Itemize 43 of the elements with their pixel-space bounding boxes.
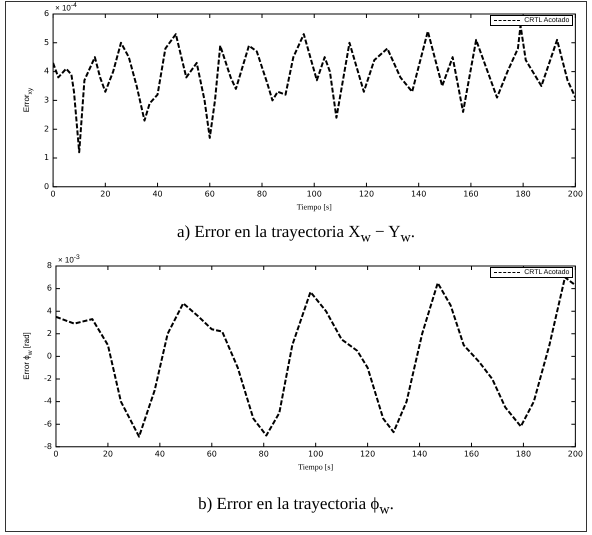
x-tick-label: 160 [464, 450, 480, 459]
x-tick-label: 160 [463, 190, 479, 199]
y-tick-label: -8 [44, 442, 52, 451]
x-tick-label: 200 [568, 450, 584, 459]
x-tick-label: 60 [204, 190, 215, 199]
x-tick-label: 0 [53, 450, 59, 459]
x-axis-title: Tiempo [s] [298, 462, 334, 472]
y-tick-label: 4 [44, 66, 50, 76]
x-tick-label: 100 [308, 450, 324, 459]
x-tick-label: 20 [102, 450, 114, 459]
x-tick-label: 120 [358, 190, 374, 199]
x-tick-label: 80 [256, 190, 268, 199]
x-tick-label: 120 [360, 450, 376, 459]
y-tick-label: 2 [44, 124, 50, 134]
x-tick-label: 40 [152, 190, 163, 199]
y-tick-label: 6 [46, 284, 52, 293]
x-tick-label: 140 [412, 450, 428, 459]
x-tick-label: 80 [258, 450, 269, 459]
x-tick-label: 20 [100, 190, 110, 199]
text: × 10$^{-3}$ [58, 254, 80, 265]
text: a) Error en la trayectoria X$_{w}$ − Y$_{w}$. [176, 222, 416, 246]
x-tick-label: 180 [515, 190, 531, 199]
y-tick-label: 1 [44, 153, 50, 162]
x-tick-label: 60 [206, 450, 217, 459]
text: × 10$^{-4}$ [55, 2, 77, 13]
y-tick-label: 5 [44, 38, 50, 47]
y-tick-label: 3 [44, 95, 50, 104]
y-tick-label: -6 [44, 419, 52, 428]
x-axis-title: Tiempo [s] [296, 202, 332, 212]
y-tick-label: -2 [44, 374, 52, 384]
y-tick-label: 8 [46, 261, 52, 270]
y-tick-label: 6 [44, 9, 50, 18]
text: b) Error en la trayectoria ϕ$_{w}$. [197, 494, 395, 518]
x-tick-label: 180 [516, 450, 532, 459]
x-tick-label: 40 [154, 450, 165, 459]
x-tick-label: 140 [411, 190, 426, 199]
y-tick-label: 2 [46, 328, 52, 338]
y-tick-label: -4 [44, 396, 52, 406]
x-tick-label: 100 [306, 190, 322, 199]
y-tick-label: 4 [46, 306, 52, 316]
x-tick-label: 200 [568, 190, 584, 199]
y-tick-label: 0 [44, 182, 50, 191]
y-tick-label: 0 [46, 351, 52, 360]
